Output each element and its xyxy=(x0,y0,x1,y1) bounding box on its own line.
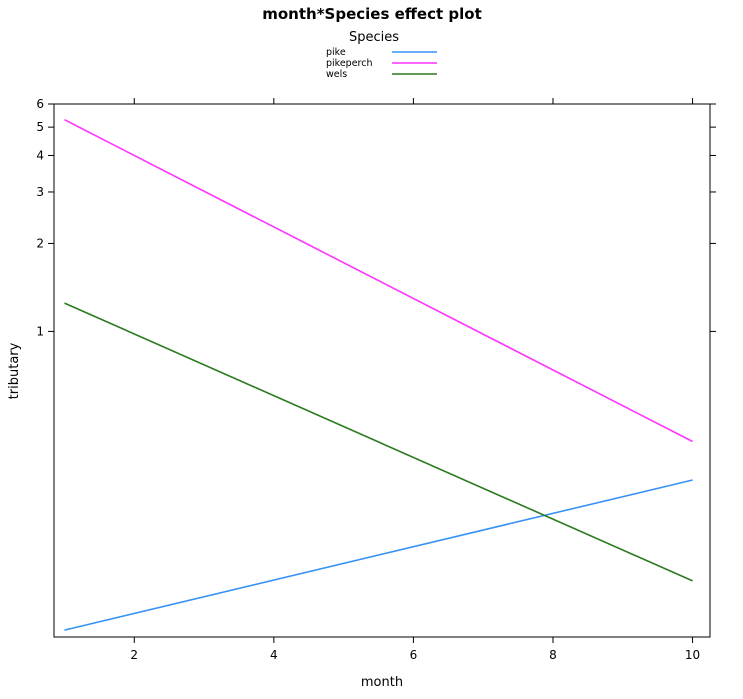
y-axis-label: tributary xyxy=(7,342,22,399)
x-tick-label-2: 2 xyxy=(130,648,138,662)
legend-label-pike: pike xyxy=(326,47,346,58)
y-tick-label-6: 6 xyxy=(36,97,44,111)
series-line-pikeperch xyxy=(64,118,693,443)
y-tick-label-5: 5 xyxy=(36,120,44,134)
x-tick-label-6: 6 xyxy=(410,648,418,662)
chart-title: month*Species effect plot xyxy=(262,5,482,23)
x-tick-label-10: 10 xyxy=(685,648,700,662)
legend-label-wels: wels xyxy=(326,69,347,80)
legend-title: Species xyxy=(349,30,399,45)
x-tick-label-4: 4 xyxy=(270,648,278,662)
y-tick-label-4: 4 xyxy=(36,148,44,162)
y-tick-label-3: 3 xyxy=(36,185,44,199)
y-tick-label-1: 1 xyxy=(36,324,44,338)
plot-frame xyxy=(53,103,711,638)
x-tick-label-8: 8 xyxy=(549,648,557,662)
y-tick-label-2: 2 xyxy=(36,236,44,250)
series-line-pike xyxy=(64,479,693,631)
x-axis-label: month xyxy=(361,675,403,690)
legend-label-pikeperch: pikeperch xyxy=(326,58,373,69)
series-line-wels xyxy=(64,302,693,582)
